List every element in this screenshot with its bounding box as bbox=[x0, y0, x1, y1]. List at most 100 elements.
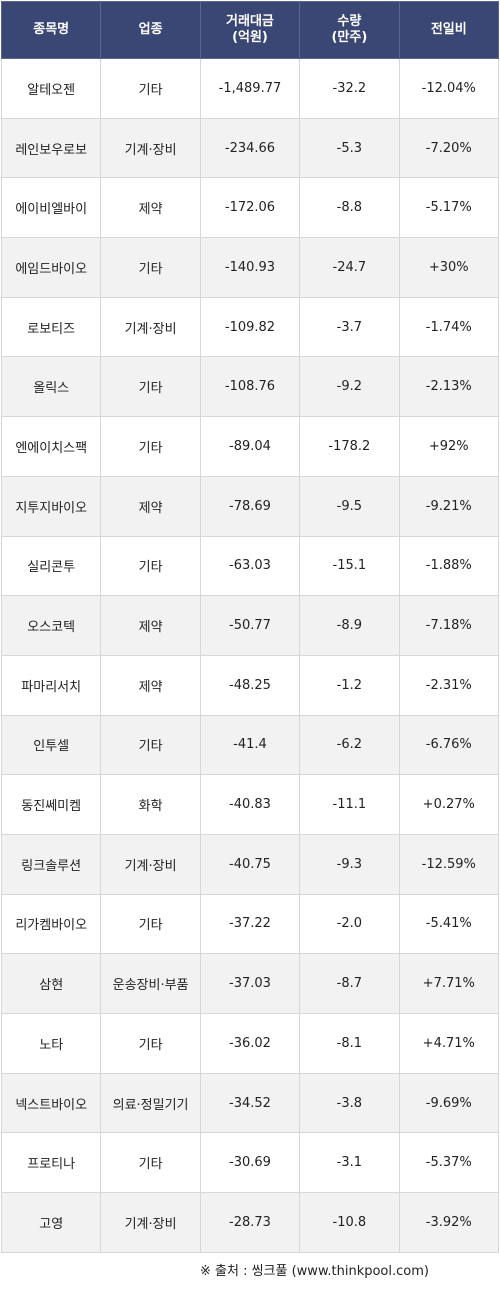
header-name: 종목명 bbox=[0, 1, 102, 59]
stock-name-cell: 파마리서치 bbox=[0, 654, 102, 716]
sector-cell: 기타 bbox=[100, 356, 201, 418]
table-row: 오스코텍 제약 -50.77 -8.9 -7.18% bbox=[0, 595, 500, 656]
trade-amount-cell: -140.93 bbox=[199, 237, 301, 298]
sector-cell: 기계·장비 bbox=[100, 833, 201, 895]
volume-cell: -8.7 bbox=[299, 953, 400, 1014]
stock-name-cell: 삼현 bbox=[0, 953, 102, 1014]
table-row: 알테오젠 기타 -1,489.77 -32.2 -12.04% bbox=[0, 58, 500, 119]
change-cell: -7.18% bbox=[398, 595, 500, 656]
stock-name-cell: 알테오젠 bbox=[0, 58, 102, 119]
table-row: 동진쎄미켐 화학 -40.83 -11.1 +0.27% bbox=[0, 774, 500, 835]
header-sector: 업종 bbox=[100, 1, 201, 59]
table-body: 알테오젠 기타 -1,489.77 -32.2 -12.04% 레인보우로보 기계·장비 -2… bbox=[0, 58, 500, 1253]
stock-name-cell: 실리콘투 bbox=[0, 535, 102, 597]
change-cell: -1.88% bbox=[398, 535, 500, 597]
table-header-row: 종목명 업종 거래대금 (억원) 수량 (만주) 전일비 bbox=[0, 1, 500, 59]
change-cell: +4.71% bbox=[398, 1013, 500, 1074]
volume-cell: -11.1 bbox=[299, 774, 400, 835]
table-row: 레인보우로보 기계·장비 -234.66 -5.3 -7.20% bbox=[0, 117, 500, 179]
table-row: 링크솔루션 기계·장비 -40.75 -9.3 -12.59% bbox=[0, 833, 500, 895]
sector-cell: 기타 bbox=[100, 1013, 201, 1074]
change-cell: -1.74% bbox=[398, 296, 500, 358]
table-row: 프로티나 기타 -30.69 -3.1 -5.37% bbox=[0, 1132, 500, 1194]
table-row: 올릭스 기타 -108.76 -9.2 -2.13% bbox=[0, 356, 500, 418]
stock-name-cell: 노타 bbox=[0, 1013, 102, 1074]
change-cell: -12.04% bbox=[398, 58, 500, 119]
trade-amount-cell: -63.03 bbox=[199, 535, 301, 597]
net-selling-table: 종목명 업종 거래대금 (억원) 수량 (만주) 전일비 알테오젠 기타 -1,48… bbox=[0, 1, 500, 1253]
table-row: 넥스트바이오 의료·정밀기기 -34.52 -3.8 -9.69% bbox=[0, 1072, 500, 1134]
change-cell: -7.20% bbox=[398, 117, 500, 179]
volume-cell: -10.8 bbox=[299, 1192, 400, 1253]
table-row: 지투지바이오 제약 -78.69 -9.5 -9.21% bbox=[0, 475, 500, 537]
volume-cell: -8.8 bbox=[299, 177, 400, 239]
sector-cell: 기타 bbox=[100, 714, 201, 776]
volume-cell: -2.0 bbox=[299, 893, 400, 955]
trade-amount-cell: -234.66 bbox=[199, 117, 301, 179]
stock-name-cell: 지투지바이오 bbox=[0, 475, 102, 537]
table-row: 노타 기타 -36.02 -8.1 +4.71% bbox=[0, 1013, 500, 1074]
trade-amount-cell: -37.03 bbox=[199, 953, 301, 1014]
change-cell: -5.37% bbox=[398, 1132, 500, 1194]
header-volume-line1: 수량 bbox=[337, 14, 362, 29]
change-cell: +7.71% bbox=[398, 953, 500, 1014]
stock-name-cell: 엔에이치스팩 bbox=[0, 416, 102, 477]
trade-amount-cell: -30.69 bbox=[199, 1132, 301, 1194]
sector-cell: 기타 bbox=[100, 237, 201, 298]
table-row: 에임드바이오 기타 -140.93 -24.7 +30% bbox=[0, 237, 500, 298]
trade-amount-cell: -172.06 bbox=[199, 177, 301, 239]
change-cell: +30% bbox=[398, 237, 500, 298]
stock-name-cell: 에임드바이오 bbox=[0, 237, 102, 298]
change-cell: -3.92% bbox=[398, 1192, 500, 1253]
volume-cell: -9.2 bbox=[299, 356, 400, 418]
sector-cell: 기계·장비 bbox=[100, 1192, 201, 1253]
trade-amount-cell: -48.25 bbox=[199, 654, 301, 716]
sector-cell: 운송장비·부품 bbox=[100, 953, 201, 1014]
sector-cell: 제약 bbox=[100, 177, 201, 239]
change-cell: +0.27% bbox=[398, 774, 500, 835]
change-cell: -9.69% bbox=[398, 1072, 500, 1134]
table-row: 엔에이치스팩 기타 -89.04 -178.2 +92% bbox=[0, 416, 500, 477]
change-cell: -5.41% bbox=[398, 893, 500, 955]
stock-name-cell: 링크솔루션 bbox=[0, 833, 102, 895]
stock-name-cell: 올릭스 bbox=[0, 356, 102, 418]
trade-amount-cell: -89.04 bbox=[199, 416, 301, 477]
header-volume-line2: (만주) bbox=[331, 30, 368, 45]
table-row: 리가켐바이오 기타 -37.22 -2.0 -5.41% bbox=[0, 893, 500, 955]
volume-cell: -3.1 bbox=[299, 1132, 400, 1194]
table-row: 에이비엘바이 제약 -172.06 -8.8 -5.17% bbox=[0, 177, 500, 239]
header-volume: 수량 (만주) bbox=[299, 1, 400, 59]
stock-name-cell: 동진쎄미켐 bbox=[0, 774, 102, 835]
stock-name-cell: 리가켐바이오 bbox=[0, 893, 102, 955]
volume-cell: -3.8 bbox=[299, 1072, 400, 1134]
header-amount-line1: 거래대금 bbox=[226, 14, 274, 29]
sector-cell: 기계·장비 bbox=[100, 117, 201, 179]
source-note: ※ 출처 : 씽크풀 (www.thinkpool.com) bbox=[200, 1264, 429, 1279]
sector-cell: 기타 bbox=[100, 535, 201, 597]
volume-cell: -15.1 bbox=[299, 535, 400, 597]
trade-amount-cell: -40.75 bbox=[199, 833, 301, 895]
sector-cell: 기계·장비 bbox=[100, 296, 201, 358]
stock-name-cell: 넥스트바이오 bbox=[0, 1072, 102, 1134]
trade-amount-cell: -78.69 bbox=[199, 475, 301, 537]
volume-cell: -178.2 bbox=[299, 416, 400, 477]
volume-cell: -1.2 bbox=[299, 654, 400, 716]
trade-amount-cell: -40.83 bbox=[199, 774, 301, 835]
sector-cell: 기타 bbox=[100, 1132, 201, 1194]
header-amount-line2: (억원) bbox=[232, 30, 268, 45]
change-cell: -5.17% bbox=[398, 177, 500, 239]
header-change: 전일비 bbox=[398, 1, 500, 59]
trade-amount-cell: -41.4 bbox=[199, 714, 301, 776]
volume-cell: -3.7 bbox=[299, 296, 400, 358]
sector-cell: 기타 bbox=[100, 893, 201, 955]
change-cell: -6.76% bbox=[398, 714, 500, 776]
trade-amount-cell: -28.73 bbox=[199, 1192, 301, 1253]
stock-name-cell: 프로티나 bbox=[0, 1132, 102, 1194]
sector-cell: 의료·정밀기기 bbox=[100, 1072, 201, 1134]
volume-cell: -5.3 bbox=[299, 117, 400, 179]
sector-cell: 제약 bbox=[100, 475, 201, 537]
volume-cell: -8.1 bbox=[299, 1013, 400, 1074]
trade-amount-cell: -37.22 bbox=[199, 893, 301, 955]
volume-cell: -8.9 bbox=[299, 595, 400, 656]
